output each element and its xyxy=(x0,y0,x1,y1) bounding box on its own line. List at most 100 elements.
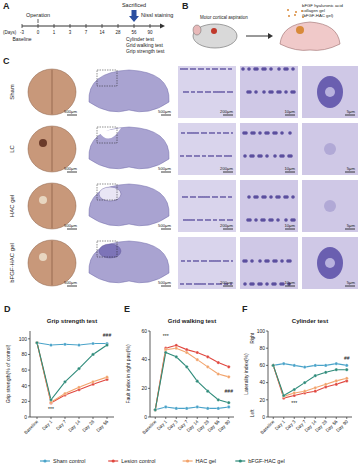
y-tick xyxy=(148,331,150,332)
data-point xyxy=(196,380,199,383)
scale-bar xyxy=(161,115,171,116)
x-tick-label: Day 1 xyxy=(274,419,286,431)
timeline xyxy=(22,26,160,27)
nucleus xyxy=(209,132,211,134)
data-point xyxy=(303,366,306,369)
nucleus xyxy=(215,219,217,221)
nucleus xyxy=(220,155,222,157)
series-line: Lesion control xyxy=(155,345,229,410)
nucleus xyxy=(231,260,233,262)
row-label: HAC gel xyxy=(9,195,15,217)
scale-bar-label: 200μm xyxy=(220,166,233,171)
data-point xyxy=(154,408,157,411)
data-point xyxy=(293,391,296,394)
nucleus xyxy=(201,132,203,134)
micrograph xyxy=(178,180,236,232)
nucleus xyxy=(195,260,197,262)
panel-label: B xyxy=(182,1,189,11)
scale-bar xyxy=(161,286,171,287)
nucleus xyxy=(219,219,221,221)
x-tick xyxy=(273,417,274,419)
nucleus xyxy=(213,91,215,93)
neuron-nucleus xyxy=(325,258,335,268)
nucleus xyxy=(222,196,224,198)
nucleus xyxy=(226,155,228,157)
data-point xyxy=(335,362,338,365)
timeline-tick xyxy=(86,24,87,28)
row-label: LC xyxy=(9,144,15,152)
x-tick xyxy=(346,417,347,419)
nucleus xyxy=(242,131,246,135)
x-tick xyxy=(79,417,80,419)
y-tick xyxy=(28,417,30,418)
arrow-head xyxy=(268,33,273,39)
zoom-box xyxy=(97,241,117,257)
timeline-tick xyxy=(70,24,71,28)
y-end-label: Right xyxy=(250,332,255,343)
y-tick xyxy=(266,382,268,383)
nucleus xyxy=(269,67,273,71)
timeline-tick xyxy=(134,24,135,28)
nucleus xyxy=(183,219,185,221)
micrograph xyxy=(302,123,358,175)
zoom-box xyxy=(97,184,117,200)
data-point xyxy=(35,341,38,344)
nucleus xyxy=(189,260,191,262)
x-tick xyxy=(336,417,337,419)
y-axis xyxy=(30,331,31,417)
series-line: Sham control xyxy=(37,343,107,345)
gel-implant xyxy=(99,187,121,201)
nucleus xyxy=(229,219,231,221)
scale-bar xyxy=(67,229,77,230)
y-axis-label: Laterality index(%) xyxy=(243,353,249,395)
nucleus xyxy=(180,68,182,70)
nucleus xyxy=(212,155,214,157)
nucleus xyxy=(279,154,283,158)
data-point xyxy=(196,351,199,354)
nucleus xyxy=(268,90,272,94)
y-tick-label: 40 xyxy=(259,379,265,385)
nucleus xyxy=(272,131,276,135)
data-point xyxy=(217,407,220,410)
data-point xyxy=(272,364,275,367)
nucleus xyxy=(242,259,246,263)
nucleus xyxy=(208,283,210,285)
series-line: Lesion control xyxy=(37,343,107,403)
brain-midline xyxy=(52,241,53,285)
nucleus xyxy=(200,68,202,70)
nucleus xyxy=(186,68,188,70)
timeline-tick xyxy=(54,24,55,28)
data-point xyxy=(282,362,285,365)
timeline-tick-label: 3 xyxy=(69,30,72,35)
timeline-event: Baseline xyxy=(12,36,31,42)
nucleus xyxy=(189,219,191,221)
y-tick xyxy=(148,417,150,418)
data-point xyxy=(35,341,38,344)
x-tick-label: Day 28 xyxy=(81,419,95,433)
data-point xyxy=(335,383,338,386)
nucleus xyxy=(213,132,215,134)
y-axis-label: Grip strength(% of control) xyxy=(5,344,11,403)
lesion-photo xyxy=(39,196,47,204)
neuron-nucleus xyxy=(325,87,335,97)
nucleus xyxy=(228,155,230,157)
scale-bar-label: 500μm xyxy=(64,280,77,285)
nucleus xyxy=(198,283,200,285)
data-point xyxy=(49,401,52,404)
data-point xyxy=(91,380,94,383)
mouse-ear xyxy=(193,25,201,35)
nucleus xyxy=(204,283,206,285)
y-tick-label: 40 xyxy=(141,356,147,362)
x-axis xyxy=(30,417,114,418)
legend-marker xyxy=(43,459,46,462)
plot-area: Sham controlLesion controlHAC gelbFGF-HA… xyxy=(272,362,349,400)
y-tick xyxy=(266,348,268,349)
nucleus xyxy=(201,219,203,221)
nucleus xyxy=(207,91,209,93)
nucleus xyxy=(209,219,211,221)
scale-bar-label: 5μm xyxy=(347,223,356,228)
nucleus xyxy=(231,132,233,134)
scale-bar-label: 500μm xyxy=(158,280,171,285)
scale-bar-label: 500μm xyxy=(64,223,77,228)
scale-bar-label: 10μm xyxy=(284,280,295,285)
